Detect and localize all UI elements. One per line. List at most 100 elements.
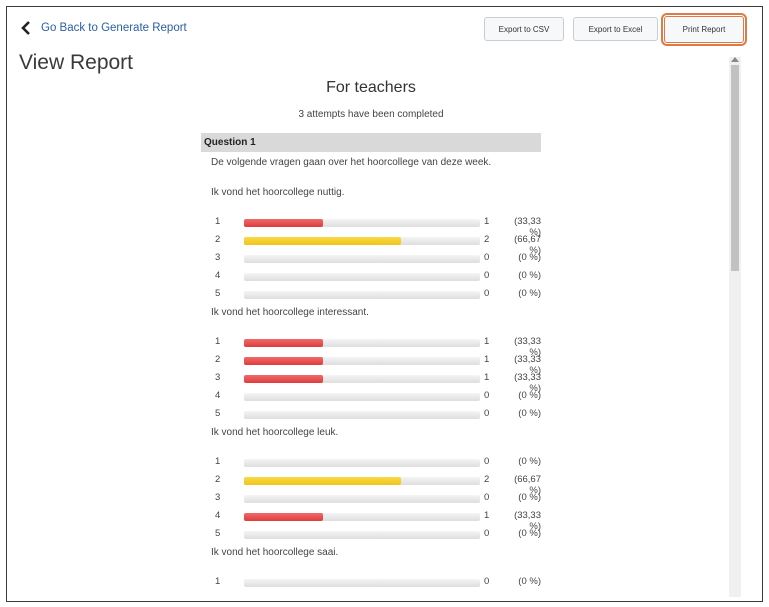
response-bar-fill — [244, 513, 323, 521]
response-count: 2 — [484, 474, 490, 485]
answer-row: 1 0 (0 %) — [201, 456, 541, 470]
response-percent: (0 %) — [518, 408, 541, 419]
scroll-up-arrow-icon[interactable] — [731, 57, 739, 62]
response-percent: (0 %) — [518, 288, 541, 299]
answer-option: 4 — [215, 510, 221, 521]
response-bar-track — [244, 459, 480, 467]
answer-option: 5 — [215, 288, 221, 299]
answer-option: 3 — [215, 252, 221, 263]
response-count: 1 — [484, 336, 490, 347]
vertical-scrollbar[interactable] — [729, 57, 741, 597]
response-percent: (0 %) — [518, 270, 541, 281]
response-count: 2 — [484, 234, 490, 245]
response-percent: (0 %) — [518, 252, 541, 263]
response-count: 0 — [484, 456, 490, 467]
answer-option: 4 — [215, 270, 221, 281]
response-bar-fill — [244, 219, 323, 227]
response-percent: (0 %) — [518, 390, 541, 401]
answer-row: 2 1 (33,33 %) — [201, 354, 541, 376]
response-bar-track — [244, 495, 480, 503]
response-count: 1 — [484, 216, 490, 227]
response-percent: (0 %) — [518, 576, 541, 587]
response-percent: (0 %) — [518, 492, 541, 503]
response-bar-fill — [244, 339, 323, 347]
back-to-generate-report-link[interactable]: Go Back to Generate Report — [21, 21, 187, 35]
response-bar-fill — [244, 237, 402, 245]
response-bar-fill — [244, 357, 323, 365]
answer-row: 4 1 (33,33 %) — [201, 510, 541, 532]
report-window: Go Back to Generate Report Export to CSV… — [6, 6, 763, 602]
answer-option: 2 — [215, 354, 221, 365]
response-bar-fill — [244, 375, 323, 383]
sub-question-text: Ik vond het hoorcollege leuk. — [211, 427, 339, 438]
answer-option: 2 — [215, 474, 221, 485]
response-count: 1 — [484, 510, 490, 521]
page-title: View Report — [19, 51, 134, 74]
response-percent: (33,33 %) — [514, 372, 541, 394]
response-bar-track — [244, 273, 480, 281]
response-bar-track — [244, 411, 480, 419]
response-percent: (33,33 %) — [514, 510, 541, 532]
answer-option: 5 — [215, 408, 221, 419]
response-bar-track — [244, 339, 480, 347]
response-bar-track — [244, 237, 480, 245]
answer-row: 4 0 (0 %) — [201, 270, 541, 284]
response-count: 0 — [484, 576, 490, 587]
answer-option: 4 — [215, 390, 221, 401]
response-count: 0 — [484, 288, 490, 299]
answer-option: 3 — [215, 372, 221, 383]
response-bar-track — [244, 255, 480, 263]
answer-row: 1 1 (33,33 %) — [201, 216, 541, 238]
answer-option: 2 — [215, 234, 221, 245]
response-count: 0 — [484, 492, 490, 503]
sub-question-text: Ik vond het hoorcollege interessant. — [211, 307, 369, 318]
response-bar-track — [244, 219, 480, 227]
response-bar-track — [244, 513, 480, 521]
answer-option: 1 — [215, 336, 221, 347]
question-header: Question 1 — [201, 133, 541, 152]
response-bar-track — [244, 393, 480, 401]
response-percent: (33,33 %) — [514, 354, 541, 376]
answer-row: 2 2 (66,67 %) — [201, 474, 541, 496]
answer-option: 1 — [215, 216, 221, 227]
question-intro: De volgende vragen gaan over het hoorcol… — [211, 157, 492, 168]
response-count: 0 — [484, 408, 490, 419]
response-count: 0 — [484, 252, 490, 263]
print-report-button[interactable]: Print Report — [661, 13, 747, 46]
response-bar-track — [244, 357, 480, 365]
response-percent: (66,67 %) — [514, 234, 541, 256]
export-csv-button[interactable]: Export to CSV — [484, 17, 564, 41]
response-count: 0 — [484, 528, 490, 539]
scrollbar-thumb[interactable] — [731, 65, 739, 271]
response-percent: (66,67 %) — [514, 474, 541, 496]
sub-question-text: Ik vond het hoorcollege saai. — [211, 547, 339, 558]
sub-question-text: Ik vond het hoorcollege nuttig. — [211, 187, 345, 198]
answer-row: 4 0 (0 %) — [201, 390, 541, 404]
response-bar-fill — [244, 477, 402, 485]
answer-row: 1 0 (0 %) — [201, 576, 541, 590]
answer-row: 5 0 (0 %) — [201, 408, 541, 422]
response-bar-track — [244, 531, 480, 539]
response-bar-track — [244, 579, 480, 587]
answer-row: 3 0 (0 %) — [201, 252, 541, 266]
answer-row: 5 0 (0 %) — [201, 528, 541, 542]
response-bar-track — [244, 477, 480, 485]
answer-option: 1 — [215, 456, 221, 467]
response-count: 1 — [484, 354, 490, 365]
export-excel-button[interactable]: Export to Excel — [573, 17, 658, 41]
answer-option: 5 — [215, 528, 221, 539]
response-count: 1 — [484, 372, 490, 383]
response-percent: (0 %) — [518, 528, 541, 539]
answer-row: 3 1 (33,33 %) — [201, 372, 541, 394]
response-percent: (33,33 %) — [514, 216, 541, 238]
chevron-left-icon — [21, 21, 30, 35]
answer-option: 3 — [215, 492, 221, 503]
attempts-summary: 3 attempts have been completed — [298, 109, 444, 120]
response-percent: (0 %) — [518, 456, 541, 467]
response-count: 0 — [484, 390, 490, 401]
answer-row: 3 0 (0 %) — [201, 492, 541, 506]
report-title: For teachers — [326, 79, 416, 96]
response-bar-track — [244, 375, 480, 383]
response-percent: (33,33 %) — [514, 336, 541, 358]
answer-row: 2 2 (66,67 %) — [201, 234, 541, 256]
